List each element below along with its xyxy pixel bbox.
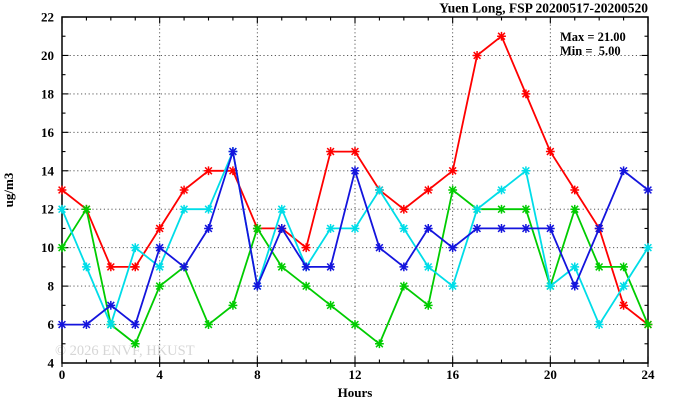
svg-text:18: 18 [41, 86, 55, 101]
svg-text:24: 24 [642, 367, 656, 382]
svg-text:20: 20 [41, 48, 54, 63]
svg-text:8: 8 [48, 279, 55, 294]
max-annotation: Max = 21.00 [560, 30, 626, 44]
series-blue-markers [57, 147, 653, 329]
axis-ticks [61, 16, 649, 367]
svg-text:6: 6 [48, 317, 55, 332]
svg-text:12: 12 [349, 367, 362, 382]
svg-text:4: 4 [156, 367, 163, 382]
svg-text:22: 22 [41, 10, 54, 25]
x-axis-label: Hours [338, 385, 373, 400]
svg-text:8: 8 [254, 367, 261, 382]
series-blue-line [57, 147, 653, 329]
svg-text:14: 14 [41, 163, 55, 178]
svg-text:0: 0 [59, 367, 66, 382]
y-axis-label: ug/m3 [1, 172, 16, 207]
svg-text:16: 16 [446, 367, 460, 382]
svg-text:16: 16 [41, 125, 55, 140]
svg-text:4: 4 [48, 356, 55, 371]
watermark-text: © 2026 ENVF, HKUST [55, 343, 195, 359]
svg-text:10: 10 [41, 240, 54, 255]
svg-text:20: 20 [544, 367, 557, 382]
min-annotation: Min = 5.00 [560, 44, 621, 58]
chart-title: Yuen Long, FSP 20200517-20200520 [439, 1, 648, 16]
svg-text:12: 12 [41, 202, 54, 217]
